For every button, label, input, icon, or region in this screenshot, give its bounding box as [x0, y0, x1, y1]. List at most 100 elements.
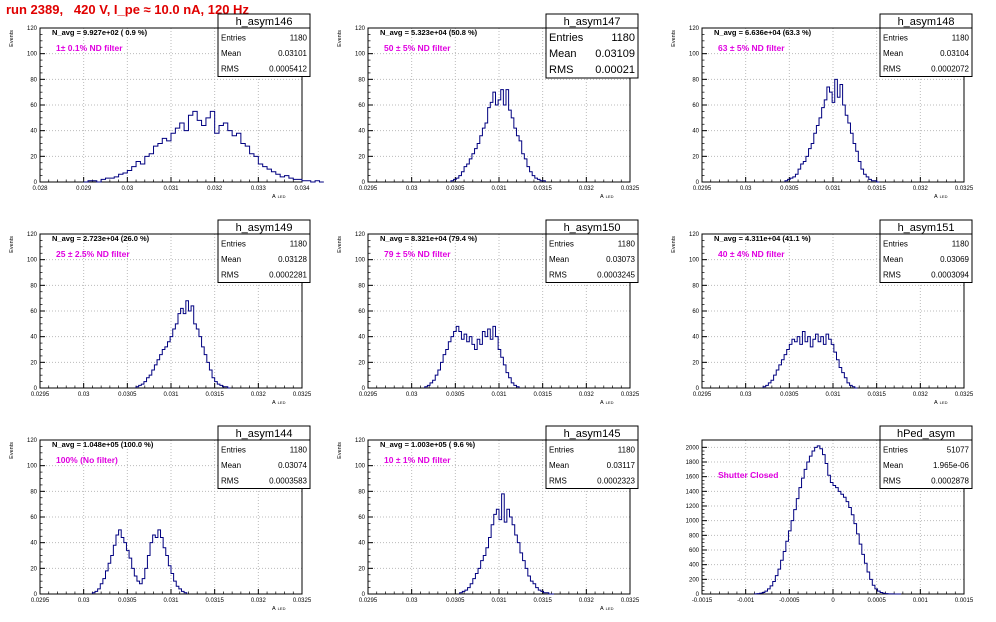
x-tick-label: 0.0325 — [621, 598, 640, 604]
y-tick-label: 100 — [27, 464, 38, 470]
stats-value: 0.03074 — [278, 461, 307, 470]
stats-title: h_asym147 — [564, 16, 621, 28]
x-tick-label: 0.032 — [579, 186, 595, 192]
stats-value: 0.03104 — [940, 49, 969, 58]
stats-title: hPed_asym — [897, 428, 955, 440]
stats-value: 1180 — [290, 34, 308, 43]
filter-label: 50 ± 5% ND filter — [384, 43, 451, 53]
navg-label: N_avg = 2.723e+04 (26.0 %) — [52, 234, 150, 243]
histogram-panel-h_asym146: 0.028 0.029 0.03 0.031 0.032 0.033 0.034 0 20 40 6… — [9, 13, 324, 200]
stats-value: 0.0002878 — [931, 477, 969, 486]
y-axis-label: Events — [337, 30, 343, 47]
navg-label: N_avg = 4.311e+04 (41.1 %) — [714, 234, 811, 243]
stats-value: 1180 — [290, 446, 308, 455]
y-tick-label: 80 — [30, 489, 37, 495]
y-tick-label: 0 — [362, 592, 366, 598]
y-tick-label: 100 — [27, 52, 38, 58]
stats-label: Entries — [221, 34, 246, 43]
histogram-panel-hPed_asym: -0.0015 -0.001 -0.0005 0 0.0005 0.001 0.0015 0 2… — [686, 425, 974, 604]
y-tick-label: 60 — [358, 515, 365, 521]
y-tick-label: 120 — [27, 232, 38, 238]
stats-value: 1180 — [618, 240, 636, 249]
x-tick-label: 0.034 — [294, 186, 310, 192]
x-tick-label: 0.0305 — [118, 392, 137, 398]
stats-value: 0.03109 — [595, 48, 635, 60]
y-tick-label: 20 — [358, 154, 365, 160]
navg-label: N_avg = 6.636e+04 (63.3 %) — [714, 28, 812, 37]
y-tick-label: 80 — [30, 283, 37, 289]
stats-box — [545, 27, 639, 79]
filter-label: 25 ± 2.5% ND filter — [56, 249, 130, 259]
stats-title: h_asym145 — [564, 428, 621, 440]
x-tick-label: 0.001 — [913, 598, 929, 604]
x-tick-label: 0.031 — [491, 186, 507, 192]
stats-value: 0.0005412 — [269, 65, 307, 74]
stats-label: Mean — [883, 49, 903, 58]
stats-value: 1180 — [952, 240, 970, 249]
y-tick-label: 100 — [355, 464, 366, 470]
x-tick-label: -0.0015 — [692, 598, 713, 604]
x-tick-label: 0.0295 — [693, 392, 712, 398]
filter-label: 10 ± 1% ND filter — [384, 455, 451, 465]
histogram-line — [424, 325, 520, 388]
x-tick-label: 0 — [831, 598, 835, 604]
y-tick-label: 120 — [355, 232, 366, 238]
stats-label: Entries — [549, 240, 574, 249]
x-tick-label: 0.03 — [740, 186, 752, 192]
histogram-panel-h_asym144: 0.0295 0.03 0.0305 0.031 0.0315 0.032 0.0325 0 2… — [9, 425, 312, 612]
stats-label: RMS — [221, 65, 239, 74]
x-tick-label: 0.0295 — [31, 598, 50, 604]
y-tick-label: 40 — [358, 129, 365, 135]
navg-label: N_avg = 5.323e+04 (50.8 %) — [380, 28, 478, 37]
histogram-panel-h_asym149: 0.0295 0.03 0.0305 0.031 0.0315 0.032 0.0325 0 2… — [9, 219, 312, 406]
stats-value: 0.0002323 — [597, 477, 635, 486]
x-axis-label: A LED — [272, 194, 286, 200]
y-tick-label: 40 — [692, 129, 699, 135]
x-tick-label: 0.03 — [121, 186, 133, 192]
filter-label: 100% (No filter) — [56, 455, 118, 465]
y-tick-label: 2000 — [686, 445, 700, 451]
y-tick-label: 60 — [692, 103, 699, 109]
x-tick-label: 0.0295 — [31, 392, 50, 398]
x-tick-label: 0.0315 — [533, 392, 552, 398]
x-tick-label: 0.032 — [251, 392, 267, 398]
y-axis-label: Events — [337, 442, 343, 459]
histogram-panel-h_asym145: 0.0295 0.03 0.0305 0.031 0.0315 0.032 0.0325 0 2… — [337, 425, 640, 612]
y-tick-label: 80 — [358, 489, 365, 495]
x-tick-label: 0.032 — [207, 186, 223, 192]
stats-label: RMS — [883, 477, 901, 486]
stats-box — [879, 439, 973, 489]
x-tick-label: 0.0315 — [533, 186, 552, 192]
y-tick-label: 0 — [696, 386, 700, 392]
y-tick-label: 60 — [692, 309, 699, 315]
x-tick-label: 0.032 — [251, 598, 267, 604]
x-tick-label: 0.03 — [78, 392, 90, 398]
stats-label: Mean — [221, 461, 241, 470]
navg-label: N_avg = 8.321e+04 (79.4 %) — [380, 234, 478, 243]
x-tick-label: 0.0015 — [955, 598, 974, 604]
x-axis-label: A LED — [600, 400, 614, 406]
histogram-line — [762, 331, 858, 389]
y-tick-label: 200 — [689, 577, 700, 583]
y-tick-label: 20 — [30, 360, 37, 366]
y-tick-label: 0 — [34, 386, 38, 392]
filter-label: 79 ± 5% ND filter — [384, 249, 451, 259]
x-tick-label: 0.0295 — [359, 392, 378, 398]
x-tick-label: 0.029 — [76, 186, 92, 192]
x-tick-label: 0.03 — [406, 186, 418, 192]
stats-box — [217, 27, 311, 77]
stats-value: 1180 — [611, 32, 635, 44]
x-tick-label: 0.031 — [163, 392, 179, 398]
y-tick-label: 0 — [34, 592, 38, 598]
y-tick-label: 60 — [30, 309, 37, 315]
x-axis-label: A LED — [272, 400, 286, 406]
x-tick-label: -0.0005 — [779, 598, 800, 604]
stats-label: Entries — [549, 446, 574, 455]
stats-value: 51077 — [947, 446, 970, 455]
stats-value: 0.03069 — [940, 255, 969, 264]
y-tick-label: 40 — [30, 541, 37, 547]
stats-value: 0.0002072 — [931, 65, 969, 74]
stats-value: 0.03101 — [278, 49, 307, 58]
y-tick-label: 80 — [692, 77, 699, 83]
y-tick-label: 60 — [358, 309, 365, 315]
